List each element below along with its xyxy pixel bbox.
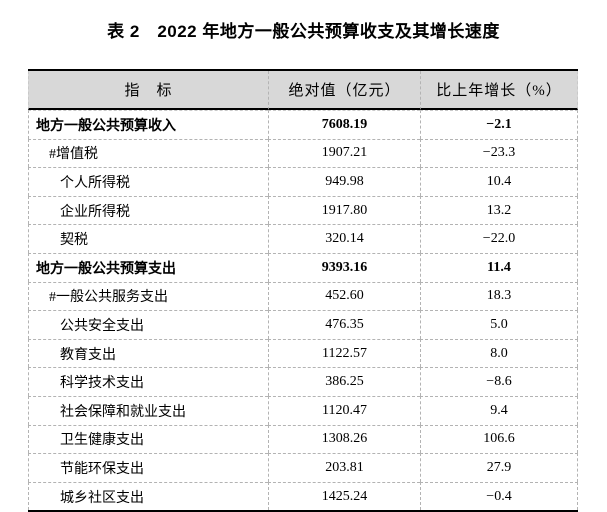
row-growth: 27.9	[420, 453, 578, 482]
row-value: 1907.21	[268, 138, 420, 168]
row-value: 1120.47	[268, 395, 420, 425]
row-value: 1425.24	[268, 481, 420, 511]
table-row-deed-tax: 契税 320.14 −22.0	[28, 224, 578, 253]
row-label: 企业所得税	[28, 195, 268, 225]
row-value: 386.25	[268, 367, 420, 396]
row-label: 公共安全支出	[28, 310, 268, 339]
row-growth: 106.6	[420, 424, 578, 454]
row-value: 1122.57	[268, 338, 420, 368]
row-label: #增值税	[28, 138, 268, 168]
row-label: 卫生健康支出	[28, 424, 268, 454]
budget-table: 指 标 绝对值（亿元） 比上年增长（%） 地方一般公共预算收入 7608.19 …	[28, 69, 578, 512]
column-header-indicator: 指 标	[28, 71, 268, 110]
table-row-energy-conservation: 节能环保支出 203.81 27.9	[28, 453, 578, 482]
row-value: 9393.16	[268, 252, 420, 282]
table-row-revenue-total: 地方一般公共预算收入 7608.19 −2.1	[28, 110, 578, 139]
row-growth: 13.2	[420, 195, 578, 225]
column-header-absolute-value: 绝对值（亿元）	[268, 71, 420, 110]
row-label: 个人所得税	[28, 167, 268, 196]
row-label: 节能环保支出	[28, 453, 268, 482]
row-label: 城乡社区支出	[28, 481, 268, 511]
row-label: 教育支出	[28, 338, 268, 368]
table-row-urban-rural-community: 城乡社区支出 1425.24 −0.4	[28, 481, 578, 511]
table-row-general-public-services: #一般公共服务支出 452.60 18.3	[28, 281, 578, 311]
table-row-health: 卫生健康支出 1308.26 106.6	[28, 424, 578, 454]
table-row-public-security: 公共安全支出 476.35 5.0	[28, 310, 578, 339]
row-growth: 18.3	[420, 281, 578, 311]
row-label: 契税	[28, 224, 268, 253]
row-value: 1308.26	[268, 424, 420, 454]
row-growth: 9.4	[420, 395, 578, 425]
table-row-corporate-income-tax: 企业所得税 1917.80 13.2	[28, 195, 578, 225]
row-label: 地方一般公共预算支出	[28, 252, 268, 282]
table-row-education: 教育支出 1122.57 8.0	[28, 338, 578, 368]
row-growth: 10.4	[420, 167, 578, 196]
column-header-growth: 比上年增长（%）	[420, 71, 578, 110]
table-row-personal-income-tax: 个人所得税 949.98 10.4	[28, 167, 578, 196]
row-growth: −22.0	[420, 224, 578, 253]
table-row-vat: #增值税 1907.21 −23.3	[28, 138, 578, 168]
row-value: 320.14	[268, 224, 420, 253]
row-label: 社会保障和就业支出	[28, 395, 268, 425]
row-growth: −0.4	[420, 481, 578, 511]
row-value: 452.60	[268, 281, 420, 311]
row-growth: 8.0	[420, 338, 578, 368]
row-label: #一般公共服务支出	[28, 281, 268, 311]
row-label: 地方一般公共预算收入	[28, 110, 268, 139]
row-growth: −23.3	[420, 138, 578, 168]
table-row-social-security-employment: 社会保障和就业支出 1120.47 9.4	[28, 395, 578, 425]
table-row-science-technology: 科学技术支出 386.25 −8.6	[28, 367, 578, 396]
row-growth: −2.1	[420, 110, 578, 139]
row-growth: 11.4	[420, 252, 578, 282]
row-value: 7608.19	[268, 110, 420, 139]
table-title: 表 2 2022 年地方一般公共预算收支及其增长速度	[107, 22, 500, 41]
row-growth: −8.6	[420, 367, 578, 396]
table-header-row: 指 标 绝对值（亿元） 比上年增长（%）	[28, 71, 578, 110]
row-growth: 5.0	[420, 310, 578, 339]
row-value: 476.35	[268, 310, 420, 339]
row-value: 203.81	[268, 453, 420, 482]
row-value: 1917.80	[268, 195, 420, 225]
row-value: 949.98	[268, 167, 420, 196]
row-label: 科学技术支出	[28, 367, 268, 396]
table-row-expenditure-total: 地方一般公共预算支出 9393.16 11.4	[28, 252, 578, 282]
